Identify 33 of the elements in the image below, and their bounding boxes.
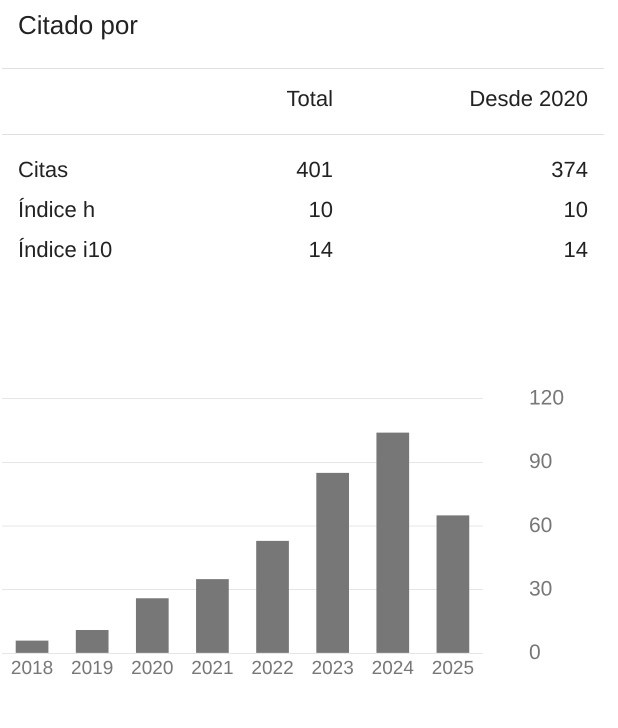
x-tick-label: 2019 [71, 658, 114, 680]
text: Total [286, 86, 333, 112]
y-tick-label: 60 [528, 514, 552, 537]
x-tick-label: 2023 [312, 658, 354, 680]
text: Citas [18, 157, 68, 183]
y-tick-label: 90 [528, 450, 552, 474]
x-tick-label: 2021 [191, 658, 234, 680]
y-tick-label: 120 [528, 386, 564, 410]
chart-title: Citado por [18, 10, 138, 41]
text: 374 [551, 157, 588, 183]
text: 14 [564, 237, 588, 263]
bar [76, 630, 109, 653]
bar [196, 579, 229, 653]
bar [376, 432, 410, 653]
text: 10 [308, 197, 333, 223]
bar [436, 515, 470, 653]
x-tick-label: 2025 [432, 658, 474, 680]
x-tick-label: 2018 [10, 658, 54, 680]
text: 401 [296, 157, 333, 183]
text: Índice i10 [18, 237, 112, 263]
y-tick-label: 30 [528, 577, 552, 600]
bar [16, 640, 48, 653]
bar [136, 598, 169, 653]
bar [316, 472, 350, 653]
text: 14 [308, 237, 333, 263]
bar [256, 540, 289, 653]
x-tick-label: 2024 [372, 658, 414, 680]
text: Índice h [18, 197, 96, 223]
x-tick-label: 2022 [251, 658, 294, 680]
text: Desde 2020 [469, 86, 588, 112]
y-tick-label: 0 [528, 641, 541, 664]
x-tick-label: 2020 [131, 658, 174, 680]
text: 10 [564, 197, 588, 223]
